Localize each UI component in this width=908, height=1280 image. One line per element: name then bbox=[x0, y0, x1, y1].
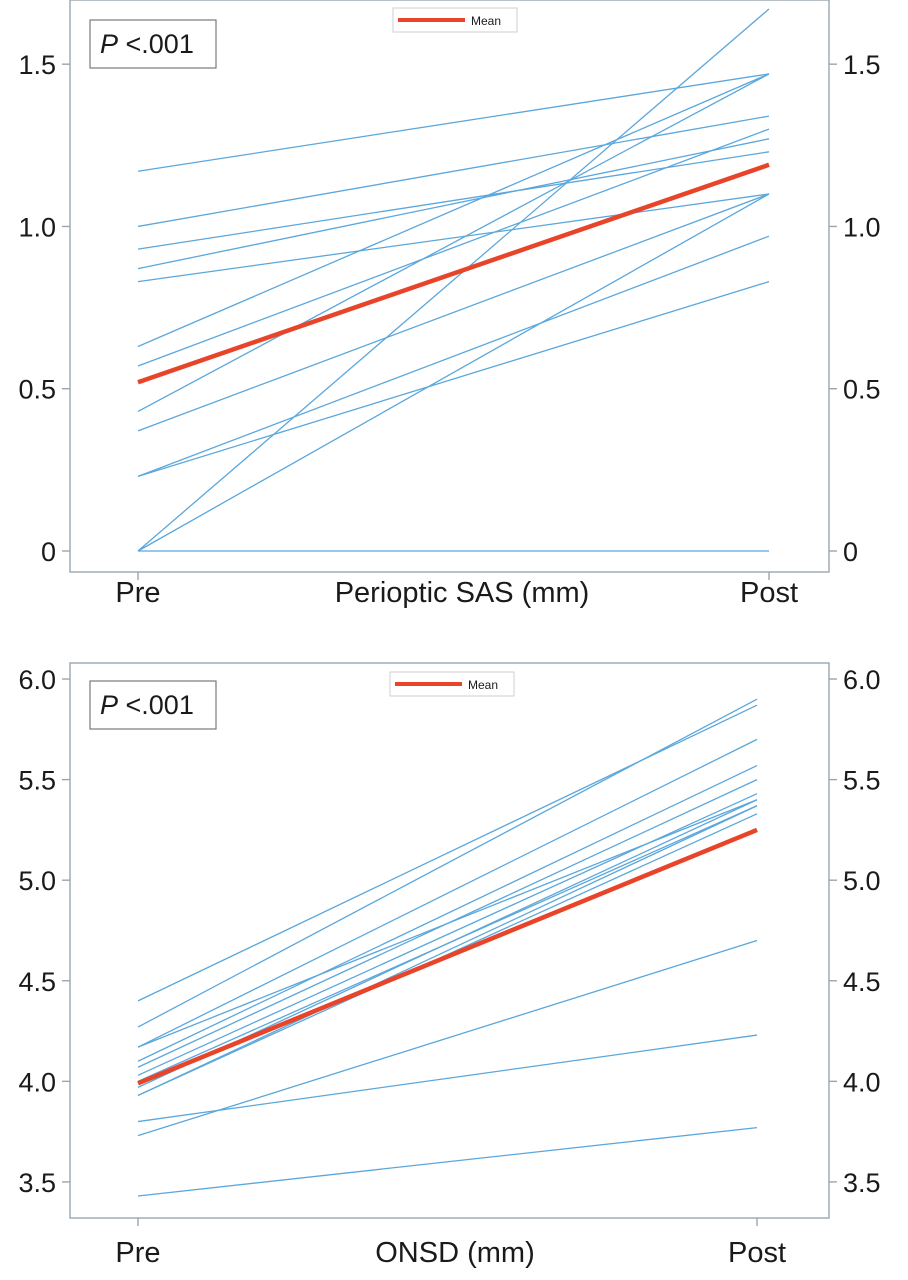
x-tick-label: Post bbox=[728, 1237, 786, 1269]
y-tick-label: 5.5 bbox=[18, 766, 56, 796]
legend: Mean bbox=[392, 7, 518, 33]
subject-line bbox=[137, 128, 770, 367]
legend-label: Mean bbox=[471, 14, 501, 28]
legend-label: Mean bbox=[468, 678, 498, 692]
y-tick-label: 4.5 bbox=[843, 967, 881, 997]
plot-frame bbox=[69, 662, 830, 1219]
subject-line bbox=[137, 138, 770, 270]
p-value-annotation: P <.001 bbox=[89, 680, 217, 730]
subject-line bbox=[137, 73, 770, 348]
y-tick-label: 5.5 bbox=[843, 766, 881, 796]
subject-line bbox=[137, 151, 770, 250]
mean-line bbox=[137, 162, 770, 385]
subject-line bbox=[137, 281, 770, 477]
subject-line bbox=[137, 779, 758, 1068]
y-tick-label: 0.5 bbox=[843, 375, 881, 405]
individual-lines bbox=[137, 8, 770, 552]
y-tick-label: 0 bbox=[843, 537, 858, 567]
mean-line-group bbox=[137, 827, 758, 1086]
x-axis: Pre Post bbox=[115, 572, 798, 609]
x-axis: Pre Post bbox=[115, 1218, 786, 1269]
x-tick-label: Pre bbox=[115, 577, 160, 609]
y-tick-label: 4.5 bbox=[18, 967, 56, 997]
y-axis-right: 3.5 4.0 4.5 5.0 5.5 6.0 bbox=[829, 665, 881, 1198]
y-tick-label: 6.0 bbox=[843, 665, 881, 695]
svg-text:P <.001: P <.001 bbox=[100, 29, 194, 59]
y-tick-label: 5.0 bbox=[18, 866, 56, 896]
subject-line bbox=[137, 1126, 758, 1197]
p-value-text: <.001 bbox=[118, 29, 194, 59]
subject-line bbox=[137, 235, 770, 477]
subject-line bbox=[137, 193, 770, 552]
subject-line bbox=[137, 793, 758, 1076]
y-tick-label: 1.5 bbox=[18, 50, 56, 80]
x-tick-label: Post bbox=[740, 577, 798, 609]
p-value-annotation: P <.001 bbox=[89, 19, 217, 69]
y-tick-label: 1.0 bbox=[18, 212, 56, 242]
subject-line bbox=[137, 698, 758, 1028]
mean-line-group bbox=[137, 162, 770, 385]
x-tick-label: Pre bbox=[115, 1237, 160, 1269]
y-axis-right: 0 0.5 1.0 1.5 bbox=[829, 50, 881, 567]
subject-line bbox=[137, 1034, 758, 1123]
y-tick-label: 4.0 bbox=[843, 1067, 881, 1097]
plot-frame bbox=[69, 0, 830, 573]
subject-line bbox=[137, 805, 758, 1097]
y-axis-left: 0 0.5 1.0 1.5 bbox=[18, 50, 70, 567]
y-tick-label: 1.5 bbox=[843, 50, 881, 80]
y-tick-label: 0.5 bbox=[18, 375, 56, 405]
subject-line bbox=[137, 764, 758, 1062]
y-tick-label: 0 bbox=[41, 537, 56, 567]
p-value-symbol: P bbox=[100, 690, 118, 720]
mean-line bbox=[137, 827, 758, 1086]
y-tick-label: 1.0 bbox=[843, 212, 881, 242]
y-tick-label: 6.0 bbox=[18, 665, 56, 695]
p-value-text: <.001 bbox=[118, 690, 194, 720]
svg-text:P <.001: P <.001 bbox=[100, 690, 194, 720]
y-tick-label: 3.5 bbox=[843, 1168, 881, 1198]
y-tick-label: 4.0 bbox=[18, 1067, 56, 1097]
y-tick-label: 3.5 bbox=[18, 1168, 56, 1198]
subject-line bbox=[137, 193, 770, 283]
subject-line bbox=[137, 193, 770, 432]
p-value-symbol: P bbox=[100, 29, 118, 59]
subject-line bbox=[137, 73, 770, 172]
x-axis-title: Perioptic SAS (mm) bbox=[335, 577, 590, 609]
subject-line bbox=[137, 8, 770, 552]
subject-line bbox=[137, 73, 770, 413]
y-axis-left: 3.5 4.0 4.5 5.0 5.5 6.0 bbox=[18, 665, 70, 1198]
individual-lines bbox=[137, 698, 758, 1197]
y-tick-label: 5.0 bbox=[843, 866, 881, 896]
subject-line bbox=[137, 738, 758, 1048]
subject-line bbox=[137, 115, 770, 228]
subject-line bbox=[137, 939, 758, 1137]
x-axis-title: ONSD (mm) bbox=[375, 1237, 534, 1269]
perioptic-sas-chart: 0 0.5 1.0 1.5 0 0.5 1.0 1.5 Pre Post P <.001 Me… bbox=[18, 0, 881, 609]
legend: Mean bbox=[389, 671, 515, 697]
onsd-chart: 3.5 4.0 4.5 5.0 5.5 6.0 3.5 4.0 4.5 5.0 5.5 6.0 Pr… bbox=[18, 662, 881, 1269]
